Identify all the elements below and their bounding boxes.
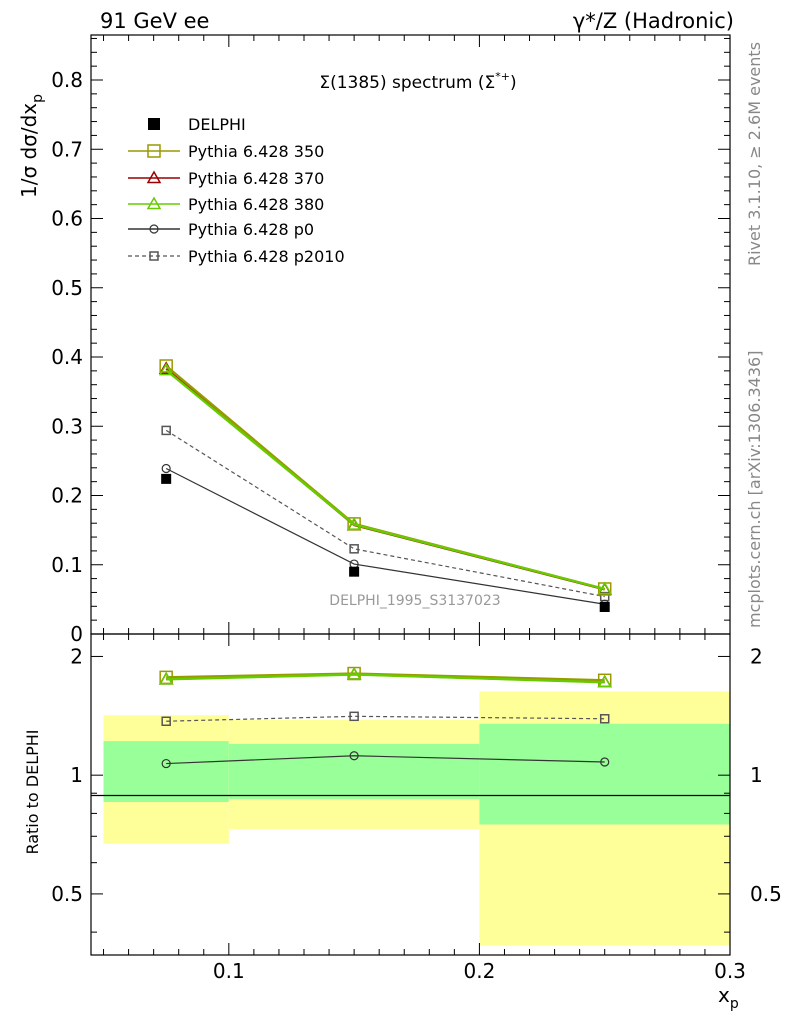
ratio-y-tick-label-right: 2 (750, 644, 763, 668)
series-line-2 (165, 368, 605, 591)
y-tick-label: 0.6 (51, 207, 83, 231)
rivet-note: Rivet 3.1.10, ≥ 2.6M events (745, 42, 764, 266)
ratio-point-2 (158, 671, 174, 685)
x-tick-label: 0.2 (464, 959, 496, 983)
series-point-5 (349, 544, 359, 554)
ratio-y-tick-label: 1 (70, 763, 83, 787)
series-line-1 (165, 365, 606, 591)
main-panel: DELPHI_1995_S3137023 Σ(1385) spectrum (Σ… (17, 34, 731, 646)
ratio-y-tick-label-right: 0.5 (750, 882, 782, 906)
y-tick-label: 0.3 (51, 414, 83, 438)
series-point-3 (346, 517, 362, 530)
ratio-line-3 (166, 755, 605, 765)
series-line-5 (165, 429, 605, 598)
ratio-point-3 (349, 751, 359, 761)
data-point (599, 601, 610, 612)
mcplots-note: mcplots.cern.ch [arXiv:1306.3436] (745, 351, 764, 628)
ratio-frame (90, 633, 731, 956)
series-line-4 (165, 467, 605, 605)
ratio-point-2 (346, 666, 362, 680)
legend-label: Pythia 6.428 370 (188, 169, 324, 188)
y-tick-label: 0.5 (51, 276, 83, 300)
data-point (161, 473, 172, 484)
main-ylabel: 1/σ dσ/dxp (17, 94, 46, 198)
ratio-line-2 (166, 673, 605, 684)
ratio-point-4 (349, 711, 359, 722)
ratio-point-3 (600, 757, 610, 767)
y-tick-label: 0.7 (51, 137, 83, 161)
legend-marker (147, 144, 161, 158)
uncertainty-band-inner (479, 723, 730, 825)
series-point-5 (161, 425, 171, 436)
ratio-point-2 (597, 674, 612, 688)
series-point-3 (158, 362, 174, 376)
uncertainty-band-inner (228, 743, 480, 800)
uncertainty-band-inner (103, 741, 229, 803)
series-point-3 (597, 581, 612, 595)
legend: DELPHI Pythia 6.428 350 Pythia 6.428 370 Py… (128, 115, 345, 266)
series-line-3 (165, 369, 606, 591)
series-point-1 (159, 359, 173, 373)
header-left: 91 GeV ee (100, 9, 209, 33)
legend-marker (146, 170, 162, 184)
ratio-point-4 (161, 716, 171, 726)
legend-marker (149, 224, 159, 234)
legend-label: DELPHI (188, 115, 246, 134)
header-right: γ*/Z (Hadronic) (573, 9, 734, 33)
y-tick-label: 0.4 (51, 345, 83, 369)
watermark: DELPHI_1995_S3137023 (329, 593, 500, 609)
legend-label: Pythia 6.428 p2010 (188, 247, 345, 266)
series-point-4 (161, 463, 171, 474)
ratio-point-4 (599, 714, 610, 724)
data-point (349, 566, 360, 577)
x-tick-label: 0.1 (213, 959, 245, 983)
legend-marker (149, 251, 159, 261)
ratio-ylabel: Ratio to DELPHI (23, 729, 42, 854)
plot-title: Σ(1385) spectrum (Σ*+) (319, 70, 516, 93)
ratio-y-tick-label: 2 (70, 644, 83, 668)
ratio-panel: 0.5 0.5 1 1 2 2 0.1 0.2 0.3 Ratio to DELPHI xp (23, 633, 782, 1012)
y-tick-label: 0.2 (51, 484, 83, 508)
legend-label: Pythia 6.428 350 (188, 142, 324, 161)
legend-label: Pythia 6.428 p0 (188, 220, 314, 239)
x-tick-label: 0.3 (714, 959, 746, 983)
legend-marker (146, 196, 162, 210)
legend-label: Pythia 6.428 380 (188, 195, 324, 214)
ratio-y-tick-label: 0.5 (51, 882, 83, 906)
y-tick-label: 0.1 (51, 553, 83, 577)
y-tick-label: 0.8 (51, 68, 83, 92)
ratio-point-3 (161, 758, 171, 769)
ratio-y-tick-label-right: 1 (750, 763, 763, 787)
legend-marker (148, 118, 160, 130)
y-tick-label: 0 (70, 622, 83, 646)
main-frame (90, 34, 731, 635)
x-axis-label: xp (718, 983, 739, 1012)
